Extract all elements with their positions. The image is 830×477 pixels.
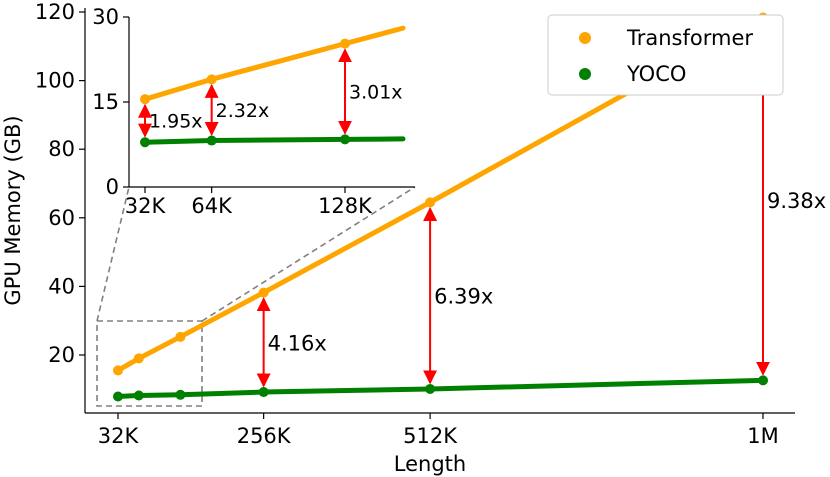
ratio-label: 4.16x	[268, 331, 327, 355]
y-axis-label: GPU Memory (GB)	[1, 115, 25, 305]
data-point-transformer	[133, 353, 144, 364]
inset-data-point-transformer	[206, 74, 217, 85]
inset-y-tick-label: 0	[106, 175, 119, 199]
inset-x-tick-label: 128K	[318, 194, 373, 218]
y-tick-label: 60	[48, 206, 75, 230]
data-point-yoco	[133, 390, 144, 401]
zoom-region-box	[96, 320, 203, 407]
data-point-yoco	[175, 389, 186, 400]
legend-box	[547, 14, 784, 96]
inset-data-point-transformer	[340, 38, 350, 49]
data-point-transformer	[113, 365, 123, 376]
inset-data-point-transformer	[140, 94, 150, 105]
inset-ratio-label: 2.32x	[216, 100, 270, 122]
x-axis-label: Length	[394, 452, 466, 476]
inset-ratio-label: 1.95x	[149, 111, 203, 133]
inset-x-tick-label: 64K	[191, 194, 233, 218]
data-point-transformer	[258, 287, 269, 298]
inset-data-point-yoco	[340, 134, 350, 145]
y-tick-label: 20	[48, 343, 75, 367]
legend-label-yoco: YOCO	[626, 62, 686, 86]
y-tick-label: 120	[35, 0, 75, 24]
legend: Transformer YOCO	[547, 14, 784, 96]
series-line-yoco	[115, 377, 766, 400]
zoom-connector-line	[96, 186, 130, 322]
x-tick-label: 512K	[403, 424, 458, 448]
inset-ratio-label: 3.01x	[349, 82, 403, 104]
inset-background	[129, 17, 415, 187]
inset-x-tick-label: 32K	[125, 194, 167, 218]
y-tick-label: 40	[48, 274, 75, 298]
data-point-yoco	[113, 391, 123, 402]
inset-series-line-yoco	[142, 136, 406, 145]
data-point-yoco	[425, 383, 436, 394]
inset-plot-area: 32K 64K 128K 0 15 30 1.95x 2.32x 3.01x	[92, 5, 415, 218]
y-tick-label: 100	[35, 69, 75, 93]
y-tick-label: 80	[48, 137, 75, 161]
ratio-label: 6.39x	[434, 285, 493, 309]
zoom-connector-line	[201, 186, 416, 322]
data-point-yoco	[258, 387, 269, 398]
data-point-yoco	[758, 375, 768, 386]
inset-data-point-yoco	[140, 137, 150, 148]
data-point-transformer	[175, 331, 186, 342]
x-tick-label: 1M	[747, 424, 778, 448]
ratio-label: 9.38x	[767, 189, 826, 213]
legend-marker-yoco	[579, 68, 591, 80]
inset-series-line-transformer	[142, 25, 406, 102]
legend-marker-transformer	[579, 32, 591, 44]
inset-data-point-yoco	[206, 135, 217, 146]
inset-y-tick-label: 30	[92, 5, 119, 29]
inset-y-tick-label: 15	[92, 90, 119, 114]
legend-label-transformer: Transformer	[626, 26, 753, 50]
x-tick-label: 256K	[237, 424, 292, 448]
x-tick-label: 32K	[98, 424, 140, 448]
data-point-transformer	[425, 197, 436, 208]
